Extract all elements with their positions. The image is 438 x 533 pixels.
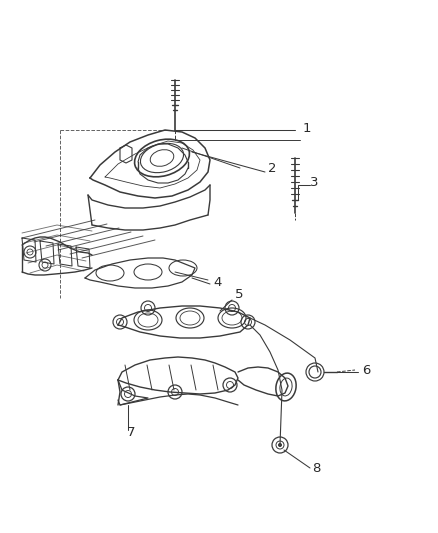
Text: 3: 3 — [310, 175, 318, 189]
Circle shape — [279, 443, 282, 447]
Text: 2: 2 — [268, 161, 276, 174]
Text: 7: 7 — [127, 425, 135, 439]
Text: 4: 4 — [213, 276, 221, 288]
Text: 1: 1 — [303, 122, 311, 134]
Text: 6: 6 — [362, 364, 371, 376]
Text: 5: 5 — [235, 288, 244, 302]
Text: 8: 8 — [312, 462, 320, 474]
